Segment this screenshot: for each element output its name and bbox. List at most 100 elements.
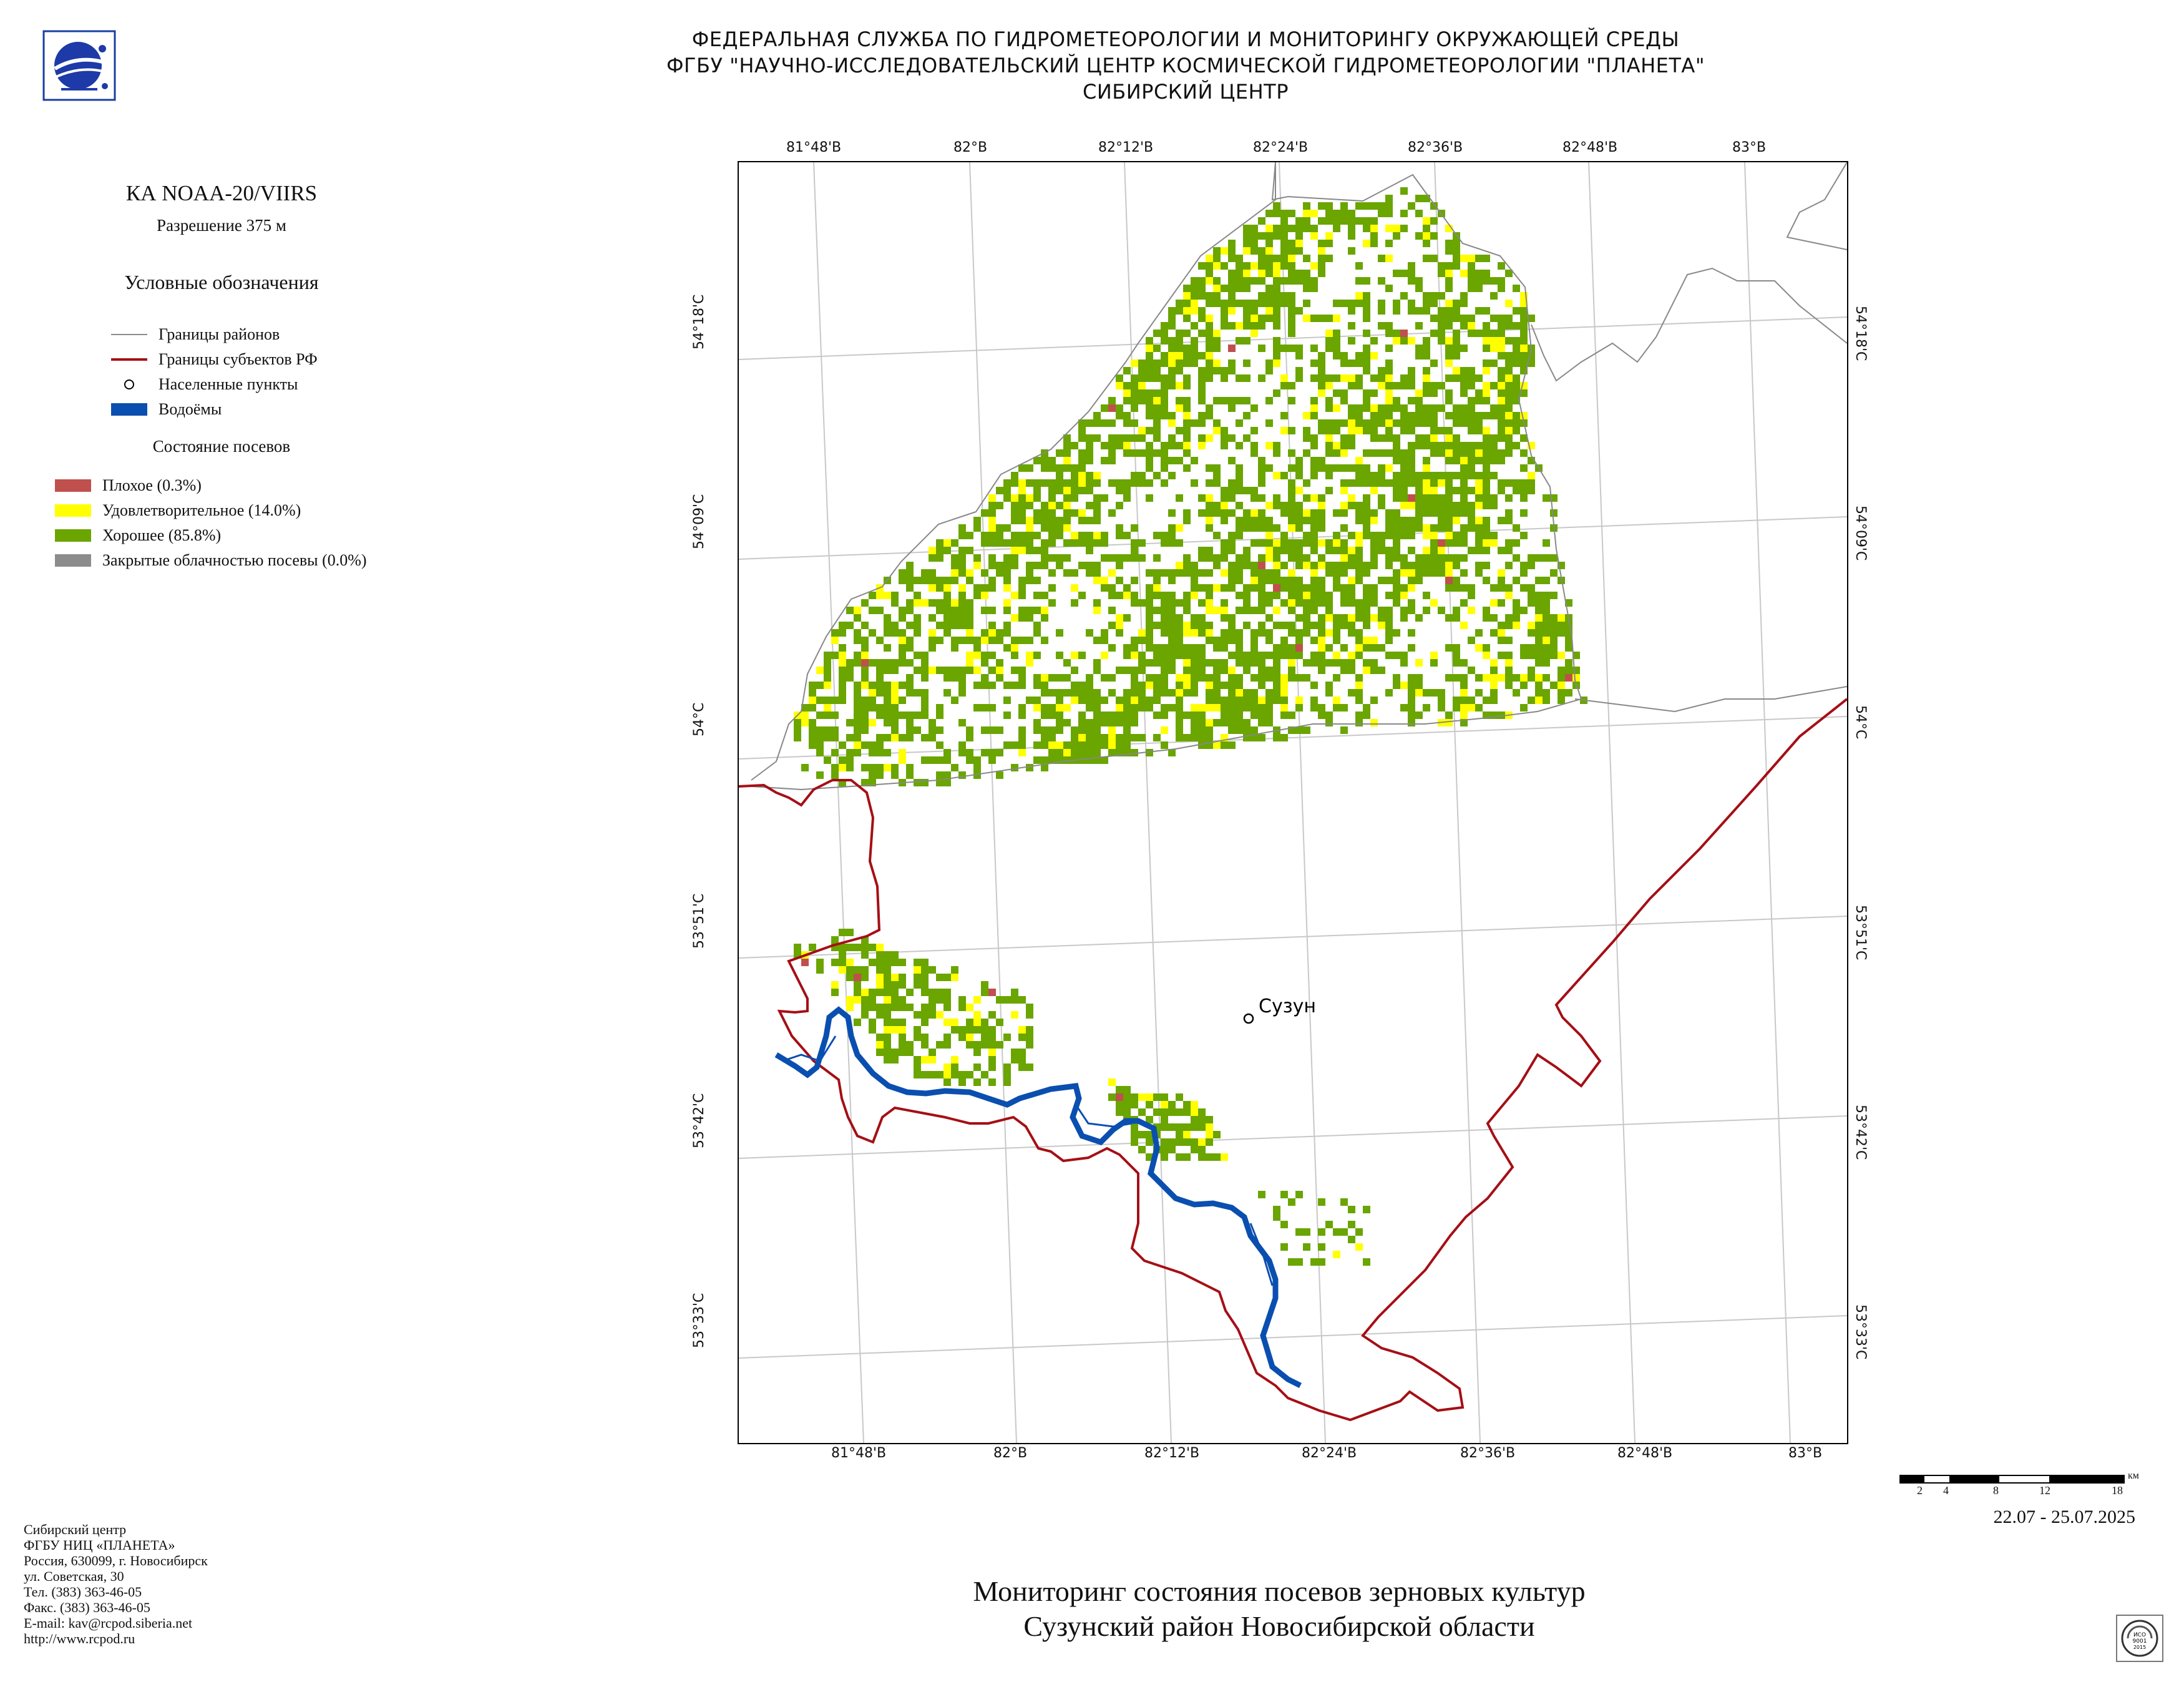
crop-pixel — [1161, 704, 1168, 711]
crop-pixel — [1236, 322, 1243, 330]
crop-pixel — [1385, 652, 1393, 659]
crop-pixel — [1475, 397, 1483, 404]
crop-pixel — [1018, 539, 1026, 547]
crop-pixel — [1333, 562, 1340, 569]
crop-pixel — [1483, 345, 1490, 352]
map-frame[interactable]: Сузун — [738, 161, 1848, 1444]
crop-pixel — [1430, 562, 1438, 569]
crop-pixel — [1490, 359, 1498, 367]
contact-line[interactable]: E-mail: kav@rcpod.siberia.net — [24, 1615, 193, 1631]
crop-pixel — [1498, 674, 1505, 682]
crop-pixel — [1348, 247, 1355, 255]
crop-pixel — [1333, 210, 1340, 217]
crop-pixel — [1146, 569, 1153, 577]
contact-line: Факс. (383) 363-46-05 — [24, 1600, 150, 1615]
crop-pixel — [1221, 569, 1228, 577]
crop-pixel — [1468, 517, 1475, 524]
crop-pixel — [1288, 524, 1295, 532]
crop-pixel — [1250, 562, 1258, 569]
crop-pixel — [1393, 629, 1400, 637]
settlement-marker[interactable] — [1243, 1013, 1254, 1024]
crop-pixel — [1460, 689, 1468, 697]
crop-pixel — [906, 689, 914, 697]
crop-pixel — [1288, 307, 1295, 315]
crop-pixel — [914, 1011, 921, 1019]
crop-pixel — [1348, 629, 1355, 637]
crop-pixel — [1415, 389, 1423, 397]
crop-pixel — [1228, 277, 1236, 285]
crop-pixel — [1041, 554, 1048, 562]
crop-pixel — [943, 547, 951, 554]
crop-pixel — [1340, 202, 1348, 210]
crop-pixel — [1221, 629, 1228, 637]
crop-pixel — [899, 996, 906, 1004]
crop-pixel — [1265, 539, 1273, 547]
crop-pixel — [1288, 487, 1295, 494]
crop-pixel — [1003, 584, 1011, 592]
crop-pixel — [1363, 315, 1370, 322]
lat-label-right: 54°18'С — [1853, 306, 1868, 361]
crop-pixel — [884, 974, 891, 981]
crop-pixel — [1265, 569, 1273, 577]
crop-pixel — [1131, 1101, 1138, 1108]
crop-pixel — [1176, 1131, 1183, 1138]
crop-pixel — [861, 974, 869, 981]
crop-pixel — [1236, 262, 1243, 270]
crop-pixel — [1206, 345, 1213, 352]
crop-pixel — [1198, 667, 1206, 674]
crop-pixel — [1250, 225, 1258, 232]
crop-pixel — [1108, 449, 1116, 457]
crop-pixel — [1213, 741, 1221, 749]
crop-pixel — [884, 951, 891, 959]
crop-pixel — [1138, 434, 1146, 442]
crop-pixel — [1340, 667, 1348, 674]
crop-pixel — [1116, 629, 1123, 637]
crop-pixel — [1445, 674, 1453, 682]
crop-pixel — [988, 607, 996, 614]
crop-pixel — [846, 1004, 854, 1011]
crop-pixel — [1430, 404, 1438, 412]
crop-pixel — [1206, 689, 1213, 697]
crop-pixel — [936, 577, 943, 584]
crop-pixel — [1415, 711, 1423, 719]
crop-pixel — [1348, 434, 1355, 442]
crop-pixel — [1468, 330, 1475, 337]
crop-pixel — [1385, 517, 1393, 524]
crop-pixel — [1295, 517, 1303, 524]
crop-pixel — [1378, 644, 1385, 652]
crop-pixel — [943, 779, 951, 786]
crop-pixel — [1288, 711, 1295, 719]
crop-pixel — [1288, 539, 1295, 547]
crop-pixel — [1325, 689, 1333, 697]
crop-pixel — [1438, 569, 1445, 577]
crop-pixel — [1520, 464, 1528, 472]
crop-pixel — [1483, 330, 1490, 337]
crop-pixel — [1243, 487, 1250, 494]
crop-pixel — [1535, 659, 1543, 667]
crop-pixel — [1003, 524, 1011, 532]
crop-pixel — [1423, 464, 1430, 472]
crop-pixel — [1108, 584, 1116, 592]
crop-pixel — [1280, 734, 1288, 741]
crop-pixel — [1363, 562, 1370, 569]
crop-pixel — [1325, 719, 1333, 726]
crop-pixel — [869, 1004, 876, 1011]
crop-pixel — [1445, 389, 1453, 397]
crop-pixel — [1206, 412, 1213, 419]
contact-line[interactable]: http://www.rcpod.ru — [24, 1631, 135, 1646]
crop-pixel — [876, 1034, 884, 1041]
crop-pixel — [1206, 1131, 1213, 1138]
crop-pixel — [1498, 457, 1505, 464]
crop-pixel — [1318, 315, 1325, 322]
crop-pixel — [1213, 659, 1221, 667]
crop-pixel — [1265, 270, 1273, 277]
crop-pixel — [869, 771, 876, 779]
crop-pixel — [1393, 682, 1400, 689]
crop-pixel — [1295, 352, 1303, 359]
crop-pixel — [876, 974, 884, 981]
crop-pixel — [1385, 419, 1393, 427]
crop-pixel — [1078, 449, 1086, 457]
crop-pixel — [1408, 524, 1415, 532]
crop-pixel — [1146, 479, 1153, 487]
crop-pixels — [794, 187, 1587, 1266]
